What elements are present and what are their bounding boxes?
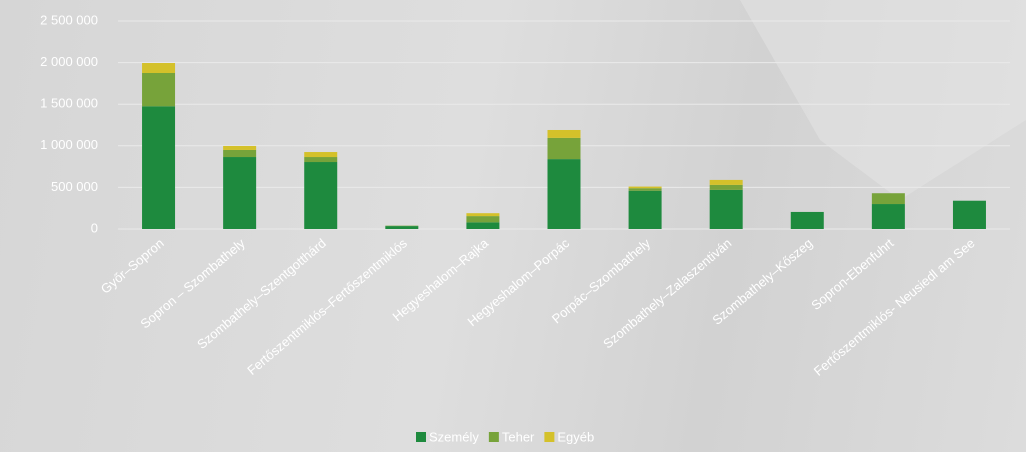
bar-segment	[385, 226, 418, 229]
legend-label: Személy	[429, 429, 479, 444]
y-tick-label: 1 000 000	[40, 137, 98, 152]
background-shape	[740, 0, 1026, 200]
legend-swatch	[416, 432, 426, 442]
x-tick-label: Sopron-Ebenfuhrt	[808, 235, 897, 313]
y-tick-label: 0	[91, 220, 98, 235]
legend-label: Egyéb	[557, 429, 594, 444]
x-tick-label: Szombathely–Zalaszentiván	[600, 235, 734, 351]
x-tick-label: Fertőszentmiklós- Neusiedl am See	[811, 235, 978, 378]
bar-segment	[872, 204, 905, 229]
bar-segment	[304, 157, 337, 162]
bar-segment	[142, 106, 175, 229]
bar-segment	[304, 162, 337, 229]
bar-segment	[629, 188, 662, 190]
x-tick-label: Szombathely–Szentgotthárd	[194, 235, 329, 351]
bar-segment	[548, 138, 581, 159]
bar-segment	[466, 216, 499, 222]
bar-segment	[548, 130, 581, 138]
bar-segment	[872, 193, 905, 204]
y-tick-label: 1 500 000	[40, 96, 98, 111]
bar-segment	[710, 185, 743, 190]
bar-segment	[142, 73, 175, 106]
bar-segment	[548, 159, 581, 229]
bar-segment	[710, 190, 743, 229]
bar-segment	[304, 152, 337, 157]
bar-segment	[223, 150, 256, 157]
bar-segment	[466, 213, 499, 216]
y-tick-label: 500 000	[51, 179, 98, 194]
bar-segment	[791, 212, 824, 229]
chart: 0 500 000 1 000 000 1 500 000 2 000 000 2 500…	[0, 0, 1026, 452]
x-tick-label: Fertőszentmiklós–Fertőszentmiklós	[244, 235, 410, 378]
legend-label: Teher	[502, 429, 535, 444]
y-tick-label: 2 000 000	[40, 54, 98, 69]
bar-segment	[142, 63, 175, 73]
legend-swatch	[489, 432, 499, 442]
y-tick-label: 2 500 000	[40, 12, 98, 27]
x-tick-label: Győr–Sopron	[98, 235, 167, 296]
bar-segment	[710, 180, 743, 185]
bar-segment	[223, 157, 256, 229]
bar-segment	[629, 191, 662, 229]
bar-segment	[953, 201, 986, 229]
legend-swatch	[544, 432, 554, 442]
bar-segment	[629, 187, 662, 189]
bar-segment	[223, 146, 256, 150]
bar-segment	[466, 222, 499, 229]
